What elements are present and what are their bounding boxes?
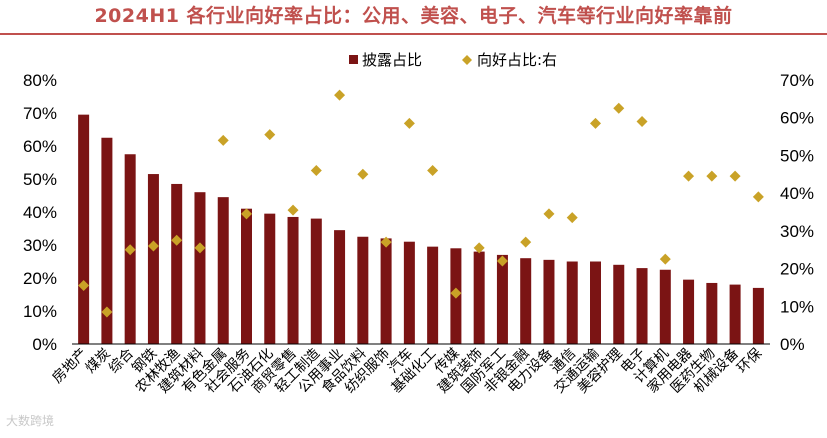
bar — [264, 213, 276, 344]
scatter-point — [287, 204, 299, 216]
scatter-point — [636, 115, 648, 127]
scatter-point — [171, 234, 183, 246]
scatter-point — [101, 306, 113, 318]
bar — [496, 254, 508, 344]
scatter-point — [496, 255, 508, 267]
bar — [241, 208, 252, 344]
bar — [520, 258, 532, 344]
left-tick-label: 0% — [32, 335, 57, 354]
right-tick-label: 20% — [780, 260, 814, 279]
left-axis: 0% 10% 20% 30% 40% 50% 60% 70% 80% — [23, 71, 57, 354]
left-tick-label: 60% — [23, 137, 57, 156]
bar — [590, 261, 601, 344]
legend-point-label: 向好占比:右 — [477, 51, 557, 69]
bar — [566, 261, 578, 344]
scatter-point — [380, 236, 392, 248]
legend-bar-swatch — [349, 55, 358, 64]
scatter-point — [729, 170, 741, 182]
bar — [706, 282, 718, 344]
right-tick-label: 0% — [780, 335, 805, 354]
bar — [380, 238, 392, 344]
bar — [357, 236, 369, 344]
bar — [171, 183, 183, 344]
watermark: 大数跨境 — [6, 414, 55, 428]
left-tick-label: 20% — [23, 269, 57, 288]
scatter-point — [217, 134, 229, 146]
left-tick-label: 70% — [23, 104, 57, 123]
right-tick-label: 10% — [780, 297, 814, 316]
scatter-point — [566, 212, 578, 224]
legend: 披露占比 向好占比:右 — [349, 51, 557, 69]
scatter-point — [194, 242, 206, 254]
scatter-point — [147, 240, 159, 252]
bar — [752, 287, 764, 344]
right-tick-label: 50% — [780, 146, 814, 165]
title-underline — [0, 33, 827, 35]
scatter-point — [706, 170, 718, 182]
left-tick-label: 50% — [23, 170, 57, 189]
right-axis: 0% 10% 20% 30% 40% 50% 60% 70% — [780, 71, 814, 354]
legend-bar-label: 披露占比 — [362, 51, 422, 69]
bar — [613, 264, 625, 344]
bar — [310, 218, 322, 344]
bar — [194, 192, 206, 344]
scatter-series — [78, 89, 764, 318]
bar — [683, 279, 695, 344]
scatter-point — [520, 236, 532, 248]
scatter-point — [310, 165, 322, 177]
right-tick-label: 60% — [780, 109, 814, 128]
scatter-point — [543, 208, 555, 220]
scatter-point — [450, 287, 462, 299]
scatter-point — [124, 244, 136, 256]
left-tick-label: 30% — [23, 236, 57, 255]
bar — [729, 284, 741, 344]
left-tick-label: 80% — [23, 71, 57, 90]
scatter-point — [659, 253, 671, 265]
right-tick-label: 70% — [780, 71, 814, 90]
scatter-point — [334, 89, 346, 101]
chart-title: 2024H1 各行业向好率占比：公用、美容、电子、汽车等行业向好率靠前 — [94, 5, 733, 27]
bar — [287, 216, 299, 344]
scatter-point — [590, 117, 601, 129]
right-tick-label: 30% — [780, 222, 814, 241]
scatter-point — [78, 280, 90, 292]
scatter-point — [473, 242, 485, 254]
category-labels: 房地产煤炭综合钢铁农林牧渔建筑材料有色金属社会服务石油石化商贸零售轻工制造公用事… — [49, 345, 765, 397]
bar — [78, 114, 90, 345]
scatter-point — [241, 208, 252, 220]
bar — [473, 251, 485, 344]
scatter-point — [752, 191, 764, 203]
bar — [543, 259, 555, 344]
bar — [659, 269, 671, 344]
scatter-point — [427, 165, 439, 177]
scatter-point — [264, 129, 276, 141]
bar — [334, 230, 346, 344]
scatter-point — [683, 170, 695, 182]
left-tick-label: 10% — [23, 302, 57, 321]
left-tick-label: 40% — [23, 203, 57, 222]
bar — [101, 137, 113, 344]
legend-diamond-swatch — [462, 55, 472, 65]
bar — [636, 268, 648, 344]
scatter-point — [357, 168, 369, 180]
scatter-point — [613, 102, 625, 114]
scatter-point — [403, 117, 415, 129]
category-label: 环保 — [734, 346, 765, 377]
bar-series — [78, 114, 764, 345]
bar — [217, 197, 229, 344]
bar — [427, 246, 439, 344]
right-tick-label: 40% — [780, 184, 814, 203]
bar — [403, 241, 415, 344]
bar — [147, 174, 159, 344]
